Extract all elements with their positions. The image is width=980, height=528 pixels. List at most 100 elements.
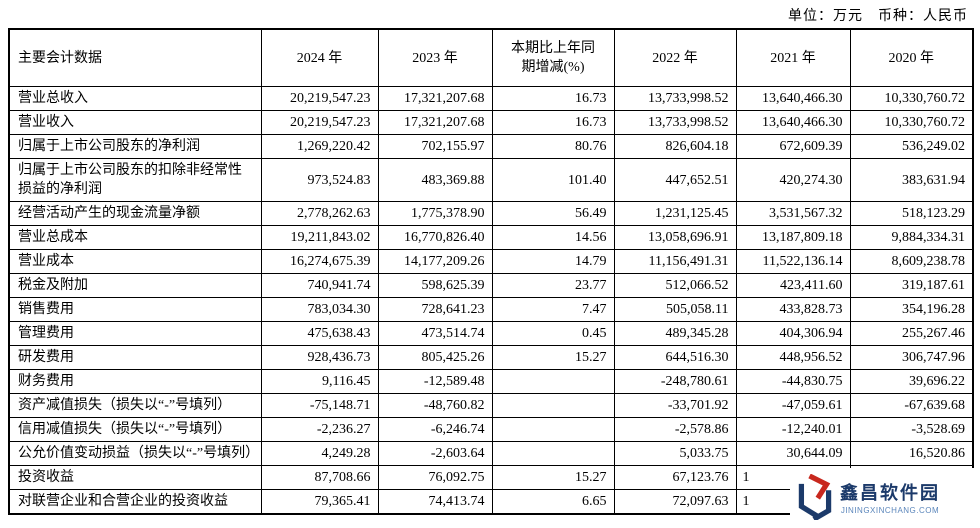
value-cell: 14,177,209.26 (377, 249, 493, 274)
value-cell: 383,631.94 (849, 158, 974, 202)
value-cell: 15.27 (491, 345, 615, 370)
value-cell: 473,514.74 (377, 321, 493, 346)
value-cell (491, 393, 615, 418)
column-header: 本期比上年同期增减(%) (491, 28, 615, 87)
value-cell: 79,365.41 (260, 489, 379, 515)
value-cell: 489,345.28 (613, 321, 737, 346)
value-cell: 13,640,466.30 (735, 86, 851, 111)
value-cell: 16,770,826.40 (377, 225, 493, 250)
value-cell: 255,267.46 (849, 321, 974, 346)
value-cell: 306,747.96 (849, 345, 974, 370)
value-cell: 56.49 (491, 201, 615, 226)
value-cell: 11,156,491.31 (613, 249, 737, 274)
value-cell: -44,830.75 (735, 369, 851, 394)
value-cell: 518,123.29 (849, 201, 974, 226)
column-header: 2022 年 (613, 28, 737, 87)
row-label: 经营活动产生的现金流量净额 (8, 201, 262, 226)
watermark-subtitle: JININGXINCHANG.COM (840, 506, 940, 515)
value-cell: 13,733,998.52 (613, 86, 737, 111)
row-label: 财务费用 (8, 369, 262, 394)
table-row: 信用减值损失（损失以“-”号填列） -2,236.27 -6,246.74 -2,57… (8, 417, 974, 442)
value-cell: 1,269,220.42 (260, 134, 379, 159)
row-label: 对联营企业和合营企业的投资收益 (8, 489, 262, 515)
row-label: 营业收入 (8, 110, 262, 135)
value-cell: 13,640,466.30 (735, 110, 851, 135)
row-label: 销售费用 (8, 297, 262, 322)
value-cell: 505,058.11 (613, 297, 737, 322)
row-label: 营业总成本 (8, 225, 262, 250)
value-cell (491, 441, 615, 466)
row-label: 公允价值变动损益（损失以“-”号填列） (8, 441, 262, 466)
table-body: 营业总收入 20,219,547.23 17,321,207.68 16.73 13,7… (8, 86, 974, 515)
value-cell: -2,236.27 (260, 417, 379, 442)
table-row: 经营活动产生的现金流量净额 2,778,262.63 1,775,378.90 56.… (8, 201, 974, 226)
table-header: 主要会计数据 2024 年 2023 年本期比上年同期增减(%) 2022 年 2021… (8, 28, 974, 87)
value-cell: 483,369.88 (377, 158, 493, 202)
value-cell: 30,644.09 (735, 441, 851, 466)
value-cell: 8,609,238.78 (849, 249, 974, 274)
value-cell: 973,524.83 (260, 158, 379, 202)
value-cell: 9,116.45 (260, 369, 379, 394)
header-row: 主要会计数据 2024 年 2023 年本期比上年同期增减(%) 2022 年 2021… (8, 28, 974, 87)
table-row: 研发费用 928,436.73 805,425.26 15.27 644,516.30 4… (8, 345, 974, 370)
value-cell: 7.47 (491, 297, 615, 322)
value-cell: 404,306.94 (735, 321, 851, 346)
value-cell: 23.77 (491, 273, 615, 298)
value-cell: 17,321,207.68 (377, 86, 493, 111)
column-header: 2024 年 (260, 28, 379, 87)
value-cell: 0.45 (491, 321, 615, 346)
value-cell: 17,321,207.68 (377, 110, 493, 135)
value-cell: 101.40 (491, 158, 615, 202)
table-row: 管理费用 475,638.43 473,514.74 0.45 489,345.28 40… (8, 321, 974, 346)
financial-table: 主要会计数据 2024 年 2023 年本期比上年同期增减(%) 2022 年 2021… (8, 28, 974, 515)
value-cell: 20,219,547.23 (260, 86, 379, 111)
value-cell: 740,941.74 (260, 273, 379, 298)
value-cell: 783,034.30 (260, 297, 379, 322)
value-cell: 16,274,675.39 (260, 249, 379, 274)
column-header: 2021 年 (735, 28, 851, 87)
row-label: 投资收益 (8, 465, 262, 490)
value-cell: 14.79 (491, 249, 615, 274)
value-cell: 39,696.22 (849, 369, 974, 394)
value-cell: 14.56 (491, 225, 615, 250)
value-cell: 9,884,334.31 (849, 225, 974, 250)
value-cell: 423,411.60 (735, 273, 851, 298)
value-cell: -75,148.71 (260, 393, 379, 418)
value-cell: -12,589.48 (377, 369, 493, 394)
value-cell: -3,528.69 (849, 417, 974, 442)
value-cell: -2,578.86 (613, 417, 737, 442)
value-cell: 16.73 (491, 86, 615, 111)
value-cell: 10,330,760.72 (849, 86, 974, 111)
value-cell: 598,625.39 (377, 273, 493, 298)
value-cell: 87,708.66 (260, 465, 379, 490)
value-cell: 76,092.75 (377, 465, 493, 490)
value-cell: 15.27 (491, 465, 615, 490)
column-header: 2020 年 (849, 28, 974, 87)
row-label: 研发费用 (8, 345, 262, 370)
value-cell: 319,187.61 (849, 273, 974, 298)
watermark: 鑫昌软件园 JININGXINCHANG.COM (790, 468, 976, 526)
value-cell: -67,639.68 (849, 393, 974, 418)
value-cell: 10,330,760.72 (849, 110, 974, 135)
table-row: 销售费用 783,034.30 728,641.23 7.47 505,058.11 43… (8, 297, 974, 322)
value-cell: 13,058,696.91 (613, 225, 737, 250)
value-cell: 74,413.74 (377, 489, 493, 515)
value-cell: 672,609.39 (735, 134, 851, 159)
table-row: 税金及附加 740,941.74 598,625.39 23.77 512,066.52… (8, 273, 974, 298)
value-cell: -48,760.82 (377, 393, 493, 418)
value-cell: 644,516.30 (613, 345, 737, 370)
row-label: 营业成本 (8, 249, 262, 274)
row-label: 信用减值损失（损失以“-”号填列） (8, 417, 262, 442)
table-row: 公允价值变动损益（损失以“-”号填列） 4,249.28 -2,603.64 5,03… (8, 441, 974, 466)
row-label: 营业总收入 (8, 86, 262, 111)
table-row: 营业收入 20,219,547.23 17,321,207.68 16.73 13,73… (8, 110, 974, 135)
value-cell: 16.73 (491, 110, 615, 135)
value-cell: 11,522,136.14 (735, 249, 851, 274)
value-cell: 702,155.97 (377, 134, 493, 159)
row-label: 归属于上市公司股东的净利润 (8, 134, 262, 159)
value-cell: 536,249.02 (849, 134, 974, 159)
xinchang-logo-icon (798, 474, 832, 520)
row-label: 归属于上市公司股东的扣除非经常性损益的净利润 (8, 158, 262, 202)
value-cell: -12,240.01 (735, 417, 851, 442)
value-cell: 448,956.52 (735, 345, 851, 370)
